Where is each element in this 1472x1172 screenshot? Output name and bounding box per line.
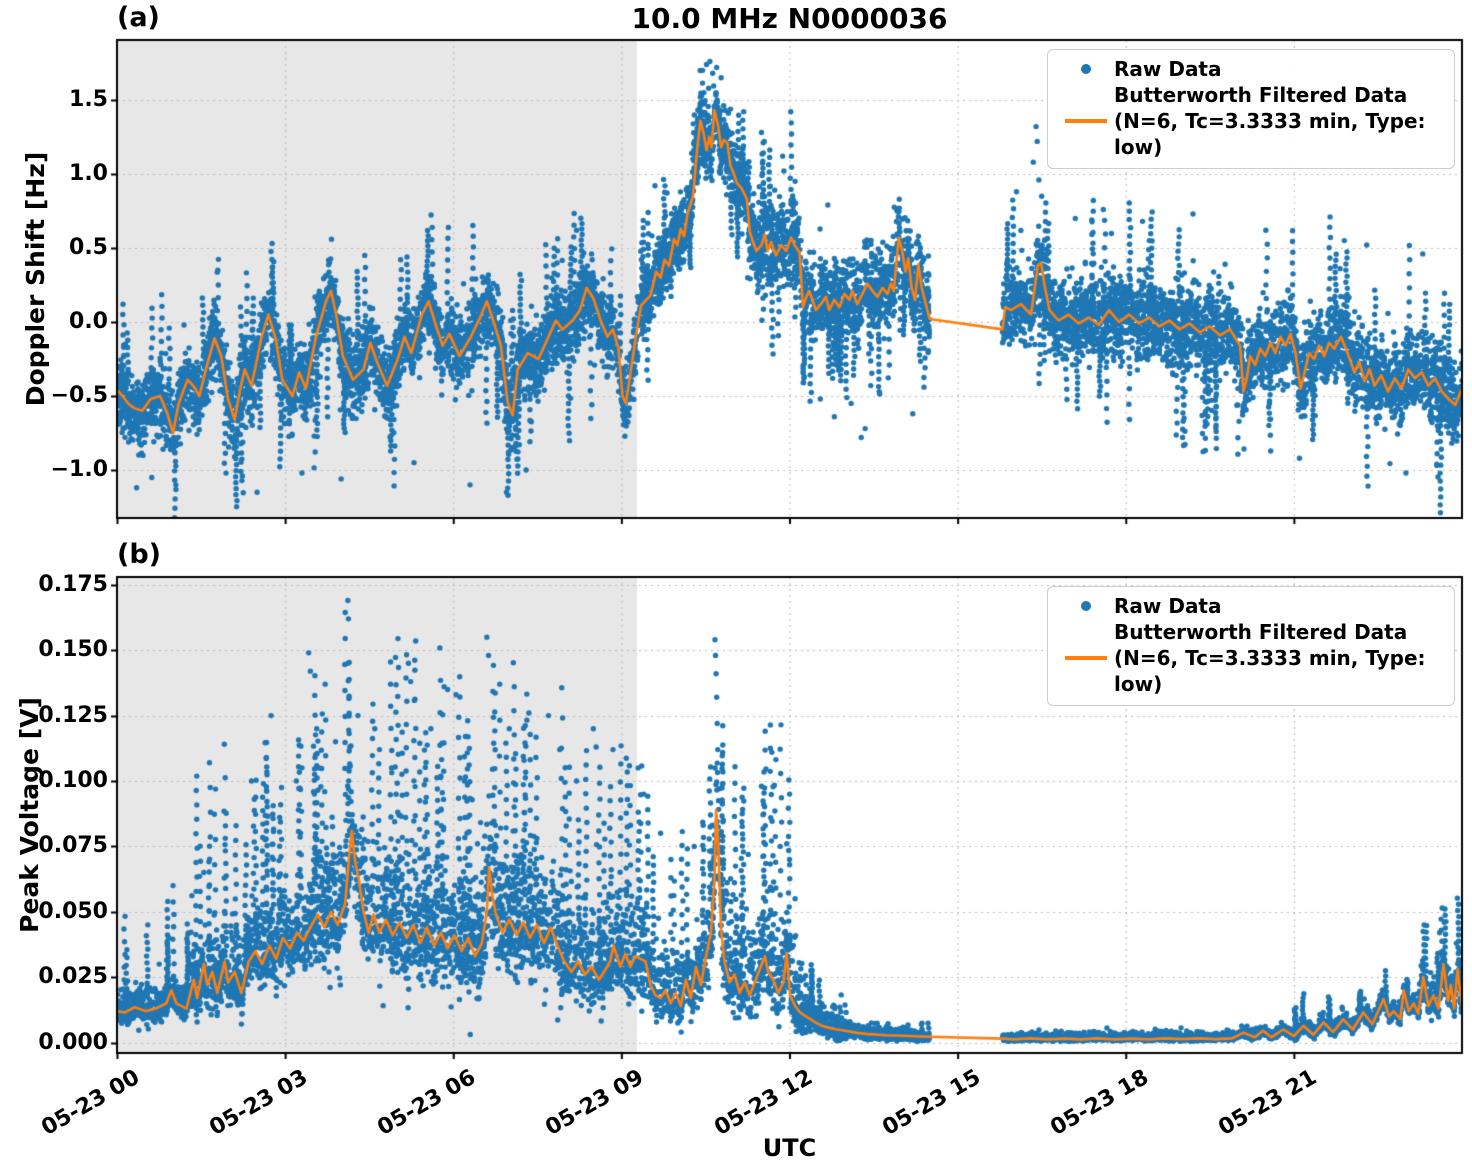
raw-data-dot-icon [1058, 64, 1114, 74]
legend-panel-b: Raw Data Butterworth Filtered Data (N=6, T… [1047, 586, 1455, 706]
line-marker [1065, 656, 1107, 660]
y-tick-label: −0.5 [50, 383, 108, 409]
x-axis-label: UTC [762, 1134, 817, 1162]
legend-label: Raw Data [1114, 56, 1222, 82]
y-tick-label: 0.5 [69, 234, 108, 260]
legend-entry: Raw Data [1058, 593, 1442, 619]
legend-label-line: Raw Data [1114, 594, 1222, 618]
y-tick-label: 0.050 [38, 898, 108, 924]
y-tick-label: 0.075 [38, 833, 108, 859]
figure-title: 10.0 MHz N0000036 [631, 2, 948, 35]
legend-label-line: Raw Data [1114, 57, 1222, 81]
filtered-line-icon [1058, 119, 1114, 123]
line-marker [1065, 119, 1107, 123]
raw-data-dot-icon [1058, 601, 1114, 611]
panel-a-label: (a) [117, 2, 160, 33]
panel-a-ylabel: Doppler Shift [Hz] [21, 151, 50, 407]
y-tick-label: −1.0 [50, 457, 108, 483]
legend-label-line: Butterworth Filtered Data [1114, 620, 1408, 644]
panel-b-label: (b) [117, 539, 162, 570]
legend-entry: Butterworth Filtered Data (N=6, Tc=3.3333… [1058, 619, 1442, 697]
dot-marker [1081, 601, 1091, 611]
legend-label: Butterworth Filtered Data (N=6, Tc=3.3333… [1114, 619, 1442, 697]
legend-panel-a: Raw Data Butterworth Filtered Data (N=6, T… [1047, 49, 1455, 169]
y-tick-label: 1.0 [69, 160, 108, 186]
legend-label: Raw Data [1114, 593, 1222, 619]
legend-label: Butterworth Filtered Data (N=6, Tc=3.3333… [1114, 82, 1442, 160]
legend-label-line: Butterworth Filtered Data [1114, 83, 1408, 107]
y-tick-label: 0.0 [69, 309, 108, 334]
filtered-line-icon [1058, 656, 1114, 660]
dot-marker [1081, 64, 1091, 74]
legend-entry: Raw Data [1058, 56, 1442, 82]
y-tick-label: 1.5 [69, 86, 108, 112]
y-tick-label: 0.100 [38, 768, 108, 793]
y-tick-label: 0.125 [38, 702, 108, 728]
y-tick-label: 0.150 [38, 637, 108, 663]
y-tick-label: 0.175 [38, 571, 108, 597]
legend-label-line: (N=6, Tc=3.3333 min, Type: low) [1114, 646, 1426, 696]
y-tick-label: 0.000 [38, 1029, 108, 1055]
legend-label-line: (N=6, Tc=3.3333 min, Type: low) [1114, 109, 1426, 159]
legend-entry: Butterworth Filtered Data (N=6, Tc=3.3333… [1058, 82, 1442, 160]
y-tick-label: 0.025 [38, 964, 108, 990]
